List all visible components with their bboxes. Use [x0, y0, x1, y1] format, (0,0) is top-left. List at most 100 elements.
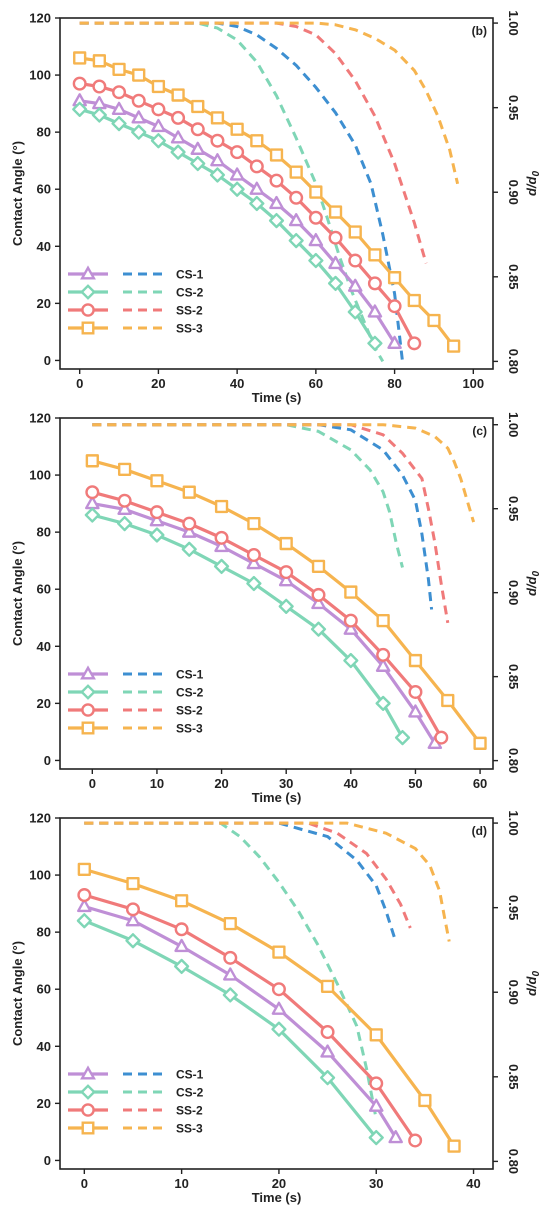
y-tick-label: 40	[37, 639, 51, 654]
legend-label: CS-2	[176, 686, 204, 700]
x-tick-label: 40	[466, 1176, 480, 1191]
panel-label: (b)	[472, 24, 487, 38]
panel-c: 0 10 20 30 40 50 60 0 20 40 60 80 100 120 0.80 0.85 0.90…	[10, 411, 542, 806]
data-point-ss-3	[418, 1093, 432, 1108]
series-line-cs-1	[92, 502, 437, 745]
legend-label: CS-1	[176, 268, 204, 282]
data-point-ss-3	[279, 536, 293, 551]
plot-frame	[59, 817, 494, 1170]
dashed-line-ss-2	[92, 423, 450, 624]
data-point-cs-1	[170, 130, 186, 144]
data-point-cs-1	[246, 555, 262, 570]
y2-tick-label: 0.85	[506, 664, 521, 689]
x-axis-title: Time (s)	[252, 1190, 302, 1205]
legend-marker	[80, 1065, 96, 1080]
y-tick-label: 20	[37, 296, 51, 311]
legend: CS-1 CS-2 SS-2 SS-3	[68, 265, 204, 336]
data-point-ss-3	[230, 122, 244, 136]
data-point-cs-1	[190, 141, 206, 155]
data-point-cs-1	[181, 524, 197, 538]
data-point-ss-3	[348, 225, 362, 239]
legend-label: CS-2	[176, 286, 204, 300]
x-tick-label: 0	[81, 1176, 88, 1191]
data-point-ss-3	[369, 1028, 383, 1042]
data-point-ss-2	[308, 210, 323, 225]
data-point-ss-2	[407, 336, 422, 351]
series-line-ss-2	[79, 82, 416, 345]
data-point-ss-3	[441, 693, 455, 708]
y-axis-title: Contact Angle (°)	[10, 941, 25, 1046]
data-point-cs-1	[214, 538, 229, 553]
data-point-cs-2	[125, 933, 141, 949]
data-point-ss-3	[344, 585, 358, 599]
legend-marker	[81, 1121, 95, 1135]
data-point-ss-3	[191, 99, 205, 114]
y-tick-label: 120	[29, 11, 51, 26]
data-point-ss-3	[132, 68, 146, 82]
data-point-cs-2	[278, 598, 294, 614]
data-point-ss-3	[223, 916, 237, 931]
data-point-cs-1	[278, 573, 294, 587]
dashed-line-ss-3	[92, 423, 476, 523]
data-point-ss-3	[117, 462, 132, 477]
data-point-ss-2	[117, 493, 132, 508]
data-point-ss-2	[343, 613, 358, 628]
legend-label: SS-2	[176, 704, 203, 718]
y-tick-label: 80	[37, 125, 51, 140]
data-point-cs-1	[249, 181, 265, 195]
data-point-ss-3	[150, 474, 164, 488]
plot-area	[76, 821, 461, 1153]
data-point-cs-2	[343, 652, 359, 669]
y-tick-label: 100	[29, 868, 51, 883]
data-point-ss-2	[214, 530, 229, 545]
y2-tick-label: 0.85	[506, 264, 521, 289]
data-point-cs-2	[246, 575, 262, 592]
x-tick-label: 10	[174, 1176, 188, 1191]
data-point-ss-3	[311, 559, 326, 574]
legend-marker	[80, 265, 96, 280]
data-point-ss-2	[190, 122, 205, 137]
data-point-ss-2	[311, 587, 326, 602]
y-tick-label: 100	[29, 468, 51, 483]
data-point-ss-2	[269, 173, 284, 188]
series-line-cs-1	[83, 904, 398, 1139]
y-tick-label: 20	[37, 1096, 51, 1111]
data-point-cs-1	[271, 1001, 287, 1015]
data-point-cs-1	[229, 167, 245, 181]
data-point-cs-2	[111, 115, 127, 132]
data-point-cs-1	[174, 938, 189, 953]
data-point-cs-1	[149, 513, 165, 527]
data-point-ss-3	[126, 876, 140, 891]
dashed-line-ss-3	[84, 821, 451, 942]
data-point-cs-1	[311, 595, 326, 610]
data-point-ss-2	[125, 902, 140, 917]
data-point-ss-3	[171, 88, 185, 102]
y2-axis-title: d/d0	[524, 971, 542, 997]
data-point-ss-2	[320, 1025, 335, 1040]
data-point-ss-2	[149, 505, 164, 520]
data-point-ss-2	[77, 888, 92, 903]
legend-label: SS-3	[176, 722, 203, 736]
data-point-ss-3	[85, 454, 99, 468]
y-tick-label: 60	[37, 582, 51, 597]
data-point-cs-2	[229, 181, 245, 197]
x-tick-label: 10	[150, 776, 164, 791]
x-tick-label: 80	[387, 376, 401, 391]
legend-marker	[81, 1103, 95, 1117]
data-point-cs-2	[76, 913, 92, 929]
data-point-cs-2	[149, 527, 165, 543]
legend-label: CS-1	[176, 1068, 204, 1082]
legend-marker	[80, 665, 96, 680]
data-point-ss-2	[131, 93, 146, 108]
data-point-ss-3	[320, 979, 335, 994]
x-tick-label: 30	[369, 1176, 383, 1191]
data-point-ss-2	[171, 110, 186, 125]
data-point-cs-1	[320, 1044, 335, 1058]
y-tick-label: 0	[44, 753, 51, 768]
data-point-cs-2	[150, 133, 167, 149]
y2-tick-label: 0.80	[506, 748, 521, 773]
data-point-ss-2	[348, 253, 363, 268]
y-axis-title: Contact Angle (°)	[10, 541, 25, 646]
series-line-cs-2	[79, 107, 377, 345]
data-point-ss-3	[92, 54, 107, 68]
